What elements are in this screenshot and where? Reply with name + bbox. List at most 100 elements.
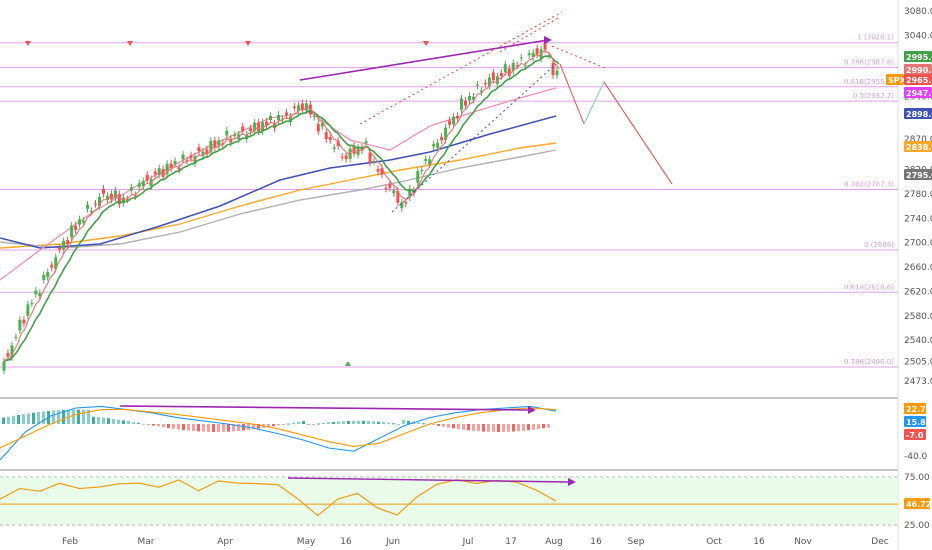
candle-body	[499, 72, 503, 77]
macd-histogram-bar	[327, 422, 330, 424]
candle-body	[352, 145, 356, 154]
macd-histogram-bar	[167, 424, 170, 429]
macd-histogram-bar	[57, 410, 60, 424]
macd-histogram-bar	[12, 415, 15, 424]
candle-body	[153, 171, 157, 175]
macd-histogram-bar	[487, 424, 490, 432]
macd-histogram-bar	[547, 424, 550, 428]
fib-label: 0.786(2987.6)	[844, 58, 894, 66]
candle-body	[400, 202, 404, 209]
macd-histogram-bar	[357, 420, 360, 424]
candle-body	[527, 53, 531, 56]
candle-body	[320, 123, 324, 127]
macd-histogram-bar	[237, 424, 240, 431]
candle-body	[511, 63, 515, 71]
candle-body	[26, 304, 30, 316]
candle-body	[535, 48, 539, 55]
macd-histogram-bar	[527, 424, 530, 431]
macd-histogram-bar	[107, 418, 110, 424]
candle-body	[340, 156, 344, 158]
candle-body	[503, 64, 507, 73]
candle-body	[217, 140, 221, 147]
event-marker	[245, 41, 251, 46]
price-axis-label: 2580.0	[904, 312, 932, 322]
macd-histogram-bar	[32, 412, 35, 424]
divergence-line-macd	[119, 405, 531, 411]
divergence-line-price	[299, 39, 549, 81]
wedge-apex-line	[499, 17, 559, 53]
fib-label: 0 (2688)	[864, 241, 894, 249]
macd-histogram-bar	[437, 424, 440, 426]
macd-histogram-bar	[22, 414, 25, 424]
macd-tag	[904, 429, 926, 440]
macd-histogram-bar	[122, 420, 125, 424]
time-axis-label: Nov	[794, 537, 812, 547]
candle-body	[181, 154, 185, 160]
candle-body	[189, 155, 193, 159]
candle-body	[280, 118, 284, 120]
candle-body	[408, 188, 412, 198]
time-axis-label: Mar	[138, 537, 155, 547]
candle-body	[177, 167, 181, 170]
candle-body	[50, 264, 54, 268]
candle-body	[483, 83, 487, 85]
macd-histogram-bar	[537, 424, 540, 430]
rsi-band	[0, 476, 898, 526]
macd-histogram-bar	[532, 424, 535, 430]
candle-body	[105, 195, 109, 201]
candle-body	[253, 122, 257, 131]
macd-histogram-bar	[162, 424, 165, 428]
candle-body	[185, 160, 189, 162]
price-axis-label: 2740.0	[904, 214, 932, 224]
macd-histogram-bar	[542, 424, 545, 429]
candle-body	[169, 163, 173, 169]
macd-histogram-bar	[352, 420, 355, 424]
ma100-line	[0, 115, 557, 249]
macd-histogram-bar	[322, 422, 325, 424]
time-axis-label: Aug	[545, 537, 563, 547]
ma200-line	[0, 142, 557, 249]
price-axis-label: 2660.0	[904, 263, 932, 273]
candle-body	[46, 272, 50, 278]
macd-histogram-bar	[432, 424, 435, 426]
macd-histogram-bar	[292, 422, 295, 424]
candle-body	[42, 275, 46, 281]
candle-body	[424, 159, 428, 161]
macd-histogram-bar	[52, 410, 55, 424]
time-axis-label: Dec	[871, 537, 888, 547]
macd-histogram-bar	[202, 424, 205, 432]
macd-histogram-bar	[142, 423, 145, 425]
candle-body	[97, 196, 101, 206]
time-axis-label: Apr	[217, 537, 233, 547]
fib-label: 0.618(2618.6)	[844, 283, 894, 291]
macd-histogram-bar	[492, 424, 495, 432]
candle-body	[205, 149, 209, 155]
time-axis-label: 16	[753, 537, 765, 547]
price-tag-label: 2838.9	[906, 143, 932, 152]
price-axis-label: 2505.0	[904, 357, 932, 367]
price-tag	[904, 108, 932, 119]
candle-body	[348, 148, 352, 159]
candle-body	[38, 293, 42, 297]
candle-body	[360, 147, 364, 151]
macd-histogram-bar	[112, 418, 115, 424]
price-tag	[904, 74, 932, 85]
macd-histogram-bar	[232, 424, 235, 432]
price-tag-label: 2898.0	[906, 110, 932, 119]
candle-body	[328, 136, 332, 141]
candle-body	[34, 290, 38, 295]
macd-histogram-bar	[92, 416, 95, 424]
candle-body	[22, 319, 26, 324]
time-axis-label: Feb	[62, 537, 78, 547]
candle-body	[523, 65, 527, 67]
candle-body	[141, 181, 145, 187]
event-marker	[25, 41, 31, 46]
candle-body	[491, 72, 495, 81]
price-axis-label: 2620.0	[904, 287, 932, 297]
candle-body	[225, 130, 229, 136]
macd-histogram-bar	[452, 424, 455, 429]
macd-histogram-bar	[87, 410, 90, 424]
candle-body	[157, 168, 161, 175]
candle-body	[368, 152, 372, 163]
candle-body	[372, 160, 376, 162]
